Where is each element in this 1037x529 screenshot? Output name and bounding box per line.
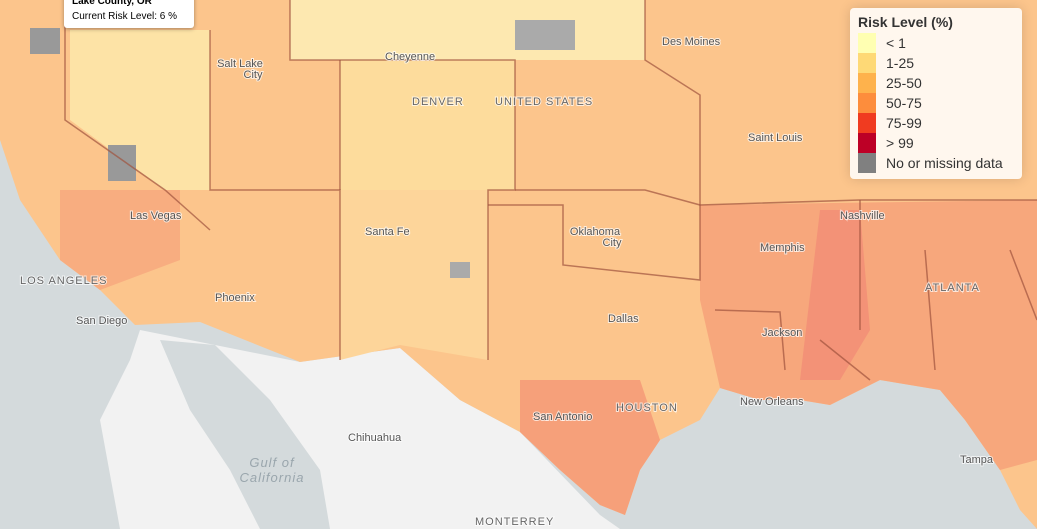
place-label: Dallas: [608, 313, 639, 325]
place-label: Salt Lake City: [217, 58, 263, 81]
legend-swatch: [858, 33, 876, 53]
legend-item: 25-50: [858, 73, 1014, 93]
place-label: HOUSTON: [616, 402, 678, 414]
legend-swatch: [858, 133, 876, 153]
risk-region-colorado: [340, 60, 515, 190]
place-label: San Diego: [76, 315, 127, 327]
legend-label: 75-99: [886, 115, 922, 131]
place-label: San Antonio: [533, 411, 592, 423]
risk-region-southeast: [700, 200, 1037, 470]
place-label: Jackson: [762, 327, 802, 339]
place-label: MONTERREY: [475, 516, 554, 528]
place-label: Memphis: [760, 242, 805, 254]
legend-items: < 1 1-25 25-50 50-75 75-99 > 99 No or missing …: [858, 33, 1014, 173]
place-label: Des Moines: [662, 36, 721, 48]
place-label: Oklahoma City: [570, 226, 622, 249]
legend-item: 75-99: [858, 113, 1014, 133]
legend-swatch: [858, 153, 876, 173]
legend-label: 50-75: [886, 95, 922, 111]
place-labels: Cheyenne Salt Lake City DENVER UNITED STA…: [19, 35, 995, 529]
missing-data-area: [450, 262, 470, 278]
place-label: Tampa: [960, 454, 994, 466]
place-label: Chihuahua: [348, 432, 402, 444]
legend-item: No or missing data: [858, 153, 1014, 173]
legend-item: < 1: [858, 33, 1014, 53]
water-label: Gulf of California: [240, 455, 305, 485]
legend-swatch: [858, 53, 876, 73]
legend-item: 1-25: [858, 53, 1014, 73]
risk-region-nevada: [70, 30, 210, 190]
legend-item: > 99: [858, 133, 1014, 153]
place-label: Nashville: [840, 210, 885, 222]
missing-data-area: [30, 28, 60, 54]
risk-region-mississippi: [800, 210, 870, 380]
place-label: New Orleans: [740, 396, 804, 408]
missing-data-area: [515, 20, 575, 50]
state-borders: [64, 0, 1037, 381]
tooltip-title: Lake County, OR: [72, 0, 152, 7]
legend-label: < 1: [886, 35, 906, 51]
place-label: Saint Louis: [748, 132, 803, 144]
place-label: Cheyenne: [385, 51, 435, 63]
tooltip-text: Current Risk Level: 6 %: [72, 11, 178, 22]
risk-region-southern-california: [60, 190, 180, 290]
place-label: ATLANTA: [925, 282, 980, 294]
legend-title: Risk Level (%): [858, 14, 953, 30]
place-label: Santa Fe: [365, 226, 410, 238]
legend-swatch: [858, 93, 876, 113]
legend-swatch: [858, 113, 876, 133]
place-label: LOS ANGELES: [20, 275, 107, 287]
gulf-of-california: [160, 340, 330, 529]
legend-swatch: [858, 73, 876, 93]
place-label: DENVER: [412, 96, 464, 108]
legend-item: 50-75: [858, 93, 1014, 113]
risk-region-plains: [290, 0, 645, 60]
tooltip: Lake County, OR Current Risk Level: 6 %: [64, 0, 194, 28]
legend: Risk Level (%) < 1 1-25 25-50 50-75 75-99 > 9…: [850, 8, 1022, 179]
risk-region-new-mexico: [340, 190, 488, 360]
missing-data-area: [108, 145, 136, 181]
legend-label: 25-50: [886, 75, 922, 91]
place-label: UNITED STATES: [495, 96, 593, 108]
legend-label: No or missing data: [886, 155, 1003, 171]
legend-label: 1-25: [886, 55, 915, 71]
place-label: Phoenix: [215, 292, 255, 304]
legend-label: > 99: [886, 135, 914, 151]
place-label: Las Vegas: [130, 210, 182, 222]
risk-region-south-texas: [520, 380, 660, 515]
